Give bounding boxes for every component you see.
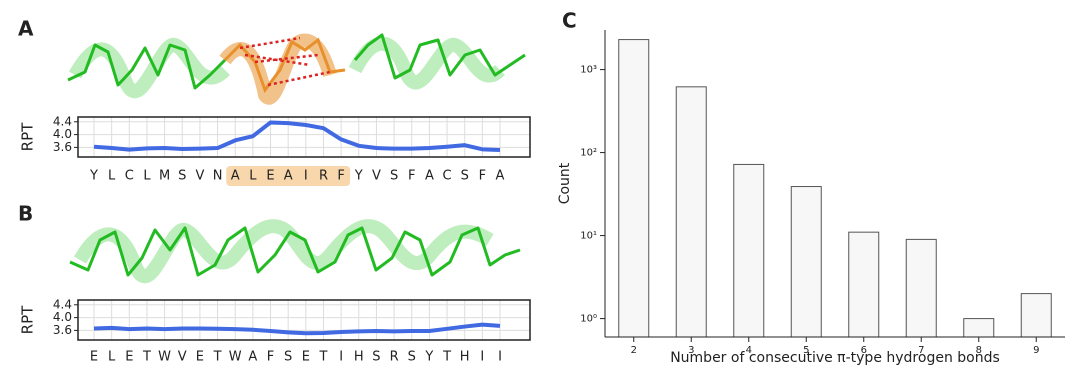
y-tick-label: 3.6 [53,140,72,154]
bar [619,40,649,337]
x-tick-label: S [461,169,469,184]
x-tick-label: E [125,350,133,365]
bar [676,87,706,337]
x-tick-label: F [408,169,415,184]
x-axis-label: Number of consecutive π-type hydrogen bo… [670,350,1000,366]
x-tick-label: F [337,169,344,184]
x-tick-label: I [339,350,343,365]
bar [849,232,879,337]
x-tick-label: E [266,169,274,184]
x-tick-label: S [284,350,292,365]
x-tick-label: A [248,350,257,365]
x-tick-label: T [319,350,328,365]
x-tick-label: H [354,350,364,365]
bar [734,164,764,337]
panel-label: C [562,9,577,33]
x-tick-label: E [90,350,98,365]
bar [906,239,936,337]
rpt-line [94,325,500,334]
bar [791,187,821,337]
x-tick-label: E [302,350,310,365]
x-tick-label: T [442,350,451,365]
y-tick-label: 4.4 [53,114,72,128]
x-tick-label: I [304,169,308,184]
rpt-line [94,122,500,150]
y-tick-label: 10⁰ [580,314,597,325]
helix-b [70,226,520,276]
x-tick-label: L [108,350,116,365]
y-axis-label: RPT [19,305,37,334]
x-tick-label: 2 [631,345,637,356]
x-tick-label: V [195,169,204,184]
y-tick-label: 10³ [580,65,597,76]
bar [1021,294,1051,337]
x-tick-label: R [319,169,328,184]
x-tick-label: T [213,350,222,365]
x-tick-label: S [372,350,380,365]
x-tick-label: L [108,169,116,184]
x-tick-label: E [196,350,204,365]
y-tick-label: 10² [580,148,597,159]
x-tick-label: I [480,350,484,365]
y-tick-label: 4.4 [53,297,72,311]
x-tick-label: V [372,169,381,184]
x-tick-label: C [125,169,134,184]
x-tick-label: L [143,169,151,184]
x-tick-label: N [213,169,223,184]
x-tick-label: A [425,169,434,184]
x-tick-label: C [443,169,452,184]
x-tick-label: 9 [1033,345,1039,356]
figure: A B C 3.64.04.4YLCLMSVNALEAIRFYVSFACSFAR… [0,0,1070,370]
x-tick-label: I [498,350,502,365]
x-tick-label: A [231,169,240,184]
helix-a [68,35,525,98]
x-tick-label: W [158,350,171,365]
x-tick-label: A [284,169,293,184]
x-tick-label: F [479,169,486,184]
x-tick-label: V [178,350,187,365]
panel-label: A [18,17,34,41]
bar [964,319,994,337]
x-tick-label: S [390,169,398,184]
x-tick-label: H [460,350,470,365]
x-tick-label: Y [354,169,363,184]
x-tick-label: S [178,169,186,184]
x-tick-label: Y [89,169,98,184]
y-tick-label: 4.0 [53,310,72,324]
x-tick-label: M [159,169,170,184]
panel-label: B [18,202,33,226]
x-tick-label: S [408,350,416,365]
x-tick-label: T [142,350,151,365]
x-tick-label: Y [424,350,433,365]
y-axis-label: Count [557,162,573,204]
x-tick-label: L [249,169,257,184]
x-tick-label: F [267,350,274,365]
x-tick-label: R [390,350,399,365]
y-tick-label: 10¹ [580,231,597,242]
y-axis-label: RPT [19,122,37,151]
y-tick-label: 4.0 [53,127,72,141]
x-tick-label: W [229,350,242,365]
x-tick-label: A [496,169,505,184]
y-tick-label: 3.6 [53,323,72,337]
